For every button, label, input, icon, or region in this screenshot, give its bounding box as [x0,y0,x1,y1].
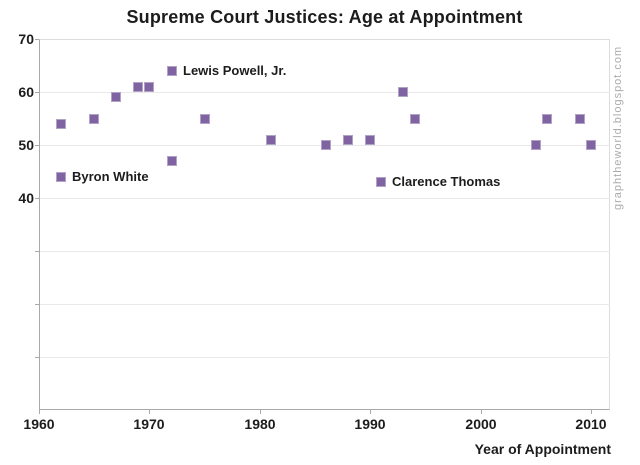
y-axis-tick-label: 60 [18,84,34,100]
data-point [89,114,99,124]
x-axis-tick [370,410,371,414]
x-axis-tick-label: 1970 [133,416,165,432]
gridline [40,92,610,93]
y-axis-tick [35,145,39,146]
y-axis-tick-label: 70 [18,31,34,47]
y-axis-tick [35,39,39,40]
x-axis-tick [39,410,40,414]
x-axis-tick [149,410,150,414]
gridline [40,198,610,199]
y-axis-tick-label: 40 [18,190,34,206]
x-axis-tick-label: 2010 [575,416,607,432]
data-point [343,135,353,145]
y-axis-tick [35,198,39,199]
watermark: graphtheworld.blogspot.com [612,45,624,210]
y-axis-tick [35,357,39,358]
data-point [542,114,552,124]
data-point [531,140,541,150]
x-axis-tick-label: 2000 [465,416,497,432]
x-axis-tick [591,410,592,414]
data-point [167,156,177,166]
data-point [321,140,331,150]
gridline [40,251,610,252]
data-point [586,140,596,150]
chart-title: Supreme Court Justices: Age at Appointme… [126,7,523,27]
y-axis-tick-label: 50 [18,137,34,153]
y-axis-tick [35,251,39,252]
data-point [56,172,66,182]
data-point [167,66,177,76]
point-label: Byron White [72,169,149,184]
gridline [40,357,610,358]
point-label: Lewis Powell, Jr. [183,63,287,78]
data-point [266,135,276,145]
data-point [111,92,121,102]
data-point [144,82,154,92]
point-label: Clarence Thomas [392,174,501,189]
y-axis-tick [35,92,39,93]
y-axis-tick [35,304,39,305]
x-axis-tick-label: 1980 [244,416,276,432]
x-axis-tick-label: 1990 [354,416,386,432]
data-point [133,82,143,92]
data-point [575,114,585,124]
data-point [200,114,210,124]
data-point [56,119,66,129]
x-axis-tick [260,410,261,414]
gridline [40,304,610,305]
x-axis-tick [481,410,482,414]
data-point [398,87,408,97]
x-axis-tick-label: 1960 [23,416,55,432]
x-axis-title: Year of Appointment [474,441,611,457]
data-point [376,177,386,187]
plot-area [39,39,610,410]
data-point [410,114,420,124]
data-point [365,135,375,145]
